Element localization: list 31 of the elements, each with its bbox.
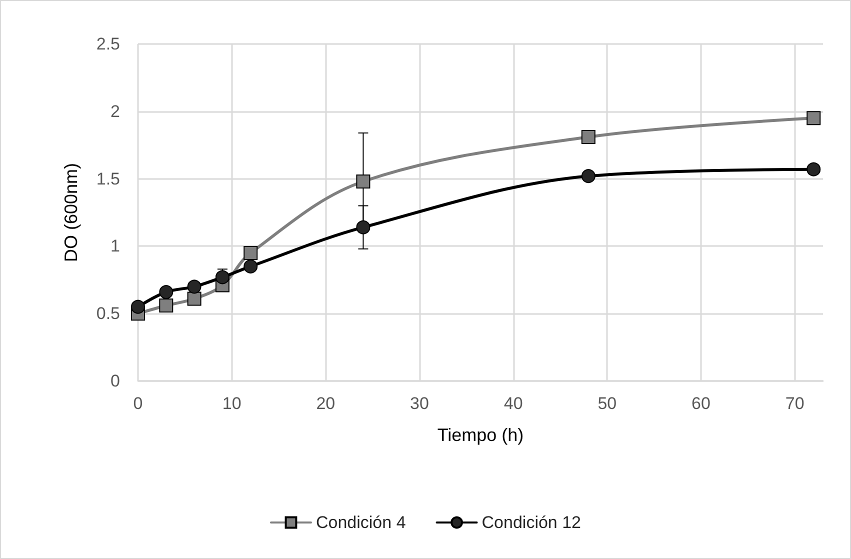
x-tick-label: 0	[133, 394, 143, 413]
x-tick-label: 40	[504, 394, 523, 413]
x-tick-label: 50	[598, 394, 617, 413]
y-tick-label: 1	[110, 236, 120, 256]
point	[159, 285, 174, 300]
x-tick-label: 70	[785, 394, 804, 413]
point	[806, 162, 821, 176]
y-tick-label: 2	[110, 102, 120, 121]
point	[581, 169, 596, 184]
point	[187, 280, 202, 294]
x-tick-label: 60	[692, 394, 710, 413]
y-tick-label: 1.5	[96, 169, 120, 188]
point	[131, 300, 145, 314]
point	[244, 259, 258, 274]
legend-label: Condición 12	[482, 513, 582, 532]
point	[356, 220, 370, 234]
x-tick-label: 30	[410, 394, 429, 413]
point	[244, 246, 258, 260]
point	[187, 292, 202, 306]
y-tick-label: 0	[110, 372, 120, 390]
point	[806, 111, 821, 126]
x-axis-title: Tiempo (h)	[437, 425, 524, 445]
point	[159, 298, 174, 313]
x-tick-label: 10	[222, 394, 242, 413]
legend-label: Condición 4	[316, 513, 406, 532]
point	[356, 174, 370, 188]
y-tick-label: 0.5	[96, 304, 120, 324]
point	[581, 130, 596, 144]
y-tick-label: 2.5	[96, 34, 120, 54]
x-tick-label: 20	[316, 394, 336, 413]
y-axis-title: DO (600nm)	[61, 162, 81, 262]
